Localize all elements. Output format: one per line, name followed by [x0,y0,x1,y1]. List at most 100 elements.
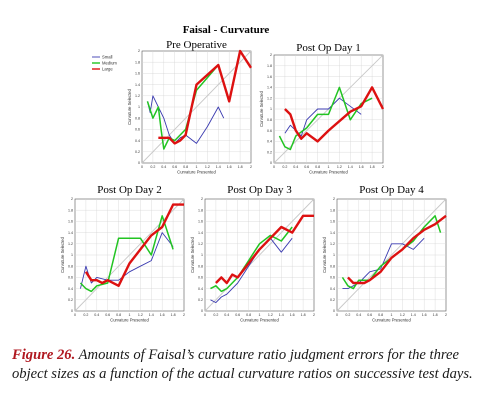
y-tick-label: 1.8 [198,208,203,212]
chart-panel-4: Post Op Day 3 0 0.2 0.4 0.6 0.8 1 1.2 1.4 1.6 1.8 2… [190,184,315,323]
legend-entry: Medium [102,61,117,66]
legend-entry: Large [102,67,113,72]
series-line-medium [278,86,373,151]
y-tick-label: 1 [71,253,73,257]
y-tick-label: 0.4 [135,139,140,143]
y-tick-label: 0.8 [198,264,203,268]
y-tick-label: 0.4 [198,287,203,291]
series-line-large [84,203,184,287]
x-tick-label: 1.8 [171,313,176,317]
y-tick-label: 0.8 [68,264,73,268]
y-tick-label: 1 [270,107,272,111]
chart-panel-5: Post Op Day 4 0 0.2 0.4 0.6 0.8 1 1.2 1.4 1.6 1.8 2… [322,184,447,323]
series-line-medium [341,215,442,290]
x-tick-label: 0.2 [282,165,287,169]
identity-line [141,50,252,164]
y-tick-label: 0.2 [267,150,272,154]
series-line-medium [79,215,174,293]
y-tick-label: 1.6 [330,220,335,224]
series-line-large [284,86,385,143]
x-tick-label: 2 [445,313,447,317]
series-line-large [215,214,314,285]
y-tick-label: 1 [138,105,140,109]
x-tick-label: 1.2 [268,313,273,317]
x-tick-label: 0.4 [94,313,99,317]
x-tick-label: 2 [382,165,384,169]
y-tick-label: 1.2 [267,96,272,100]
x-tick-label: 1.8 [238,165,243,169]
y-tick-label: 0.2 [68,298,73,302]
x-tick-label: 0.2 [150,165,155,169]
x-tick-label: 0.4 [224,313,229,317]
y-tick-label: 0 [138,161,140,165]
y-tick-label: 1.6 [267,75,272,79]
y-tick-label: 0.4 [267,140,272,144]
x-tick-label: 1.8 [370,165,375,169]
y-tick-label: 2 [138,49,140,53]
x-tick-label: 1.6 [290,313,295,317]
y-axis-label: Curvature Selected [322,236,327,273]
x-tick-label: 1.8 [301,313,306,317]
x-tick-label: 0.2 [83,313,88,317]
y-tick-label: 1.2 [330,242,335,246]
identity-line [336,198,447,312]
y-tick-label: 1.8 [68,208,73,212]
y-tick-label: 0.6 [267,129,272,133]
y-tick-label: 1.8 [267,64,272,68]
x-tick-label: 0.2 [213,313,218,317]
chart-panel-3: Post Op Day 2 0 0.2 0.4 0.6 0.8 1 1.2 1.4 1.6 1.8 2… [60,184,185,323]
x-tick-label: 0.8 [246,313,251,317]
x-tick-label: 1.4 [216,165,221,169]
y-tick-label: 1.6 [68,220,73,224]
x-tick-label: 1.2 [205,165,210,169]
y-tick-label: 1.2 [135,94,140,98]
y-tick-label: 1.2 [68,242,73,246]
figure-caption: Figure 26. Amounts of Faisal’s curvature… [12,346,496,383]
y-tick-label: 0.6 [68,276,73,280]
x-tick-label: 1.2 [400,313,405,317]
series-line-large [347,214,447,285]
y-tick-label: 0 [333,309,335,313]
x-tick-label: 0.6 [367,313,372,317]
x-tick-label: 1.4 [348,165,353,169]
y-tick-label: 0.2 [330,298,335,302]
x-tick-label: 1 [196,165,198,169]
y-tick-label: 0.2 [198,298,203,302]
x-tick-label: 0.8 [116,313,121,317]
x-tick-label: 1.2 [337,165,342,169]
y-tick-label: 1.6 [198,220,203,224]
x-axis-label: Curvature Presented [309,170,348,175]
y-axis-label: Curvature Selected [60,236,65,273]
x-axis-label: Curvature Presented [240,318,279,323]
y-tick-label: 0.2 [135,150,140,154]
x-tick-label: 0.4 [293,165,298,169]
x-tick-label: 0.6 [105,313,110,317]
x-tick-label: 0 [74,313,76,317]
x-tick-label: 0 [141,165,143,169]
legend-entry: Small [102,55,113,60]
y-tick-label: 0.8 [330,264,335,268]
y-tick-label: 0.8 [267,118,272,122]
panel-title: Post Op Day 2 [97,184,161,196]
y-tick-label: 0 [201,309,203,313]
y-tick-label: 2 [333,197,335,201]
y-tick-label: 0.8 [135,116,140,120]
series-line-large [158,49,253,145]
panel-title: Pre Operative [166,39,227,51]
x-tick-label: 1.8 [433,313,438,317]
x-tick-label: 0.2 [345,313,350,317]
panel-title: Post Op Day 1 [296,42,360,54]
x-tick-label: 0.6 [235,313,240,317]
series-line-small [210,237,293,304]
y-tick-label: 1.2 [198,242,203,246]
x-tick-label: 0.6 [304,165,309,169]
x-tick-label: 1.4 [279,313,284,317]
x-tick-label: 0.4 [161,165,166,169]
panel-title: Post Op Day 3 [227,184,292,196]
x-tick-label: 1.6 [160,313,165,317]
x-tick-label: 0.8 [315,165,320,169]
y-axis-label: Curvature Selected [259,90,264,127]
y-tick-label: 0.6 [135,128,140,132]
